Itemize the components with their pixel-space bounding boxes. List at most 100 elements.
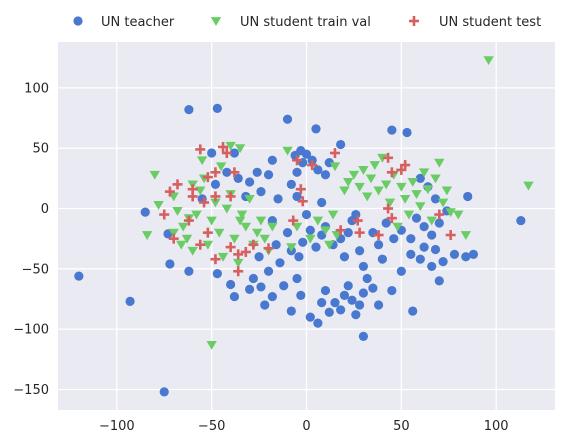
data-point xyxy=(339,252,350,262)
data-point xyxy=(445,230,456,241)
data-point xyxy=(233,173,243,183)
data-point xyxy=(222,167,232,177)
data-point xyxy=(140,207,150,217)
data-point xyxy=(415,173,425,183)
data-point xyxy=(381,218,391,228)
data-point xyxy=(317,230,327,240)
data-point xyxy=(206,216,217,226)
data-point xyxy=(343,178,354,187)
data-point xyxy=(307,160,318,171)
data-point xyxy=(229,291,240,302)
data-point xyxy=(244,194,255,204)
data-point xyxy=(229,148,240,158)
data-point xyxy=(386,213,397,224)
data-point xyxy=(125,296,135,307)
data-point xyxy=(411,213,422,223)
data-point xyxy=(427,261,437,272)
data-point xyxy=(358,331,369,341)
data-point xyxy=(248,239,259,250)
data-point xyxy=(362,192,373,202)
data-point xyxy=(172,179,183,190)
data-point xyxy=(196,156,208,166)
data-point xyxy=(260,300,270,310)
data-point xyxy=(399,194,411,204)
data-point xyxy=(434,209,445,220)
data-point xyxy=(226,279,236,290)
data-point xyxy=(210,179,221,189)
data-point xyxy=(292,191,302,202)
data-point xyxy=(358,165,369,175)
data-point xyxy=(324,307,334,317)
data-point xyxy=(263,170,274,180)
data-point xyxy=(483,56,494,66)
data-point xyxy=(320,226,331,236)
series-0 xyxy=(74,103,526,397)
data-point xyxy=(324,240,335,250)
data-point xyxy=(396,266,406,276)
data-point xyxy=(210,167,221,178)
data-point xyxy=(267,222,278,232)
data-point xyxy=(305,312,315,322)
data-point xyxy=(516,215,526,226)
data-point xyxy=(177,222,189,232)
x-tick-label: −50 xyxy=(198,419,225,434)
data-point xyxy=(240,246,251,257)
data-point xyxy=(183,215,194,226)
legend-label: UN student train val xyxy=(240,15,371,30)
data-point xyxy=(327,210,339,220)
data-point xyxy=(298,237,308,247)
data-point xyxy=(149,170,160,180)
data-point xyxy=(441,186,453,196)
y-tick-label: −100 xyxy=(13,323,49,338)
data-point xyxy=(221,204,233,214)
data-point xyxy=(252,167,262,177)
data-point xyxy=(408,306,418,316)
data-point xyxy=(368,283,378,293)
data-point xyxy=(389,234,399,244)
data-point xyxy=(168,233,179,244)
data-point xyxy=(259,234,270,244)
data-point xyxy=(184,104,194,115)
data-point xyxy=(460,231,472,240)
data-point xyxy=(275,258,285,268)
data-point xyxy=(225,191,236,202)
data-point xyxy=(187,191,198,202)
data-point xyxy=(377,254,387,264)
data-point xyxy=(288,215,299,226)
data-point xyxy=(184,266,194,276)
data-point xyxy=(330,298,340,308)
data-point xyxy=(311,242,321,252)
data-point xyxy=(419,222,429,232)
data-point xyxy=(336,305,346,315)
data-point xyxy=(279,281,289,291)
data-point xyxy=(233,249,244,260)
data-point xyxy=(351,310,361,320)
data-point xyxy=(400,160,411,171)
legend-marker xyxy=(73,16,83,26)
data-point xyxy=(305,234,316,244)
data-point xyxy=(434,158,445,168)
data-point xyxy=(418,168,430,178)
data-point xyxy=(191,210,202,220)
data-point xyxy=(210,254,221,265)
x-tick-label: 50 xyxy=(393,419,410,434)
data-point xyxy=(202,227,213,238)
data-point xyxy=(233,266,244,277)
data-point xyxy=(430,194,441,204)
data-point xyxy=(225,242,236,253)
data-point xyxy=(313,165,323,175)
data-point xyxy=(244,177,255,187)
data-point xyxy=(225,141,236,151)
data-point xyxy=(305,225,315,235)
data-point xyxy=(221,148,232,159)
y-tick-label: −50 xyxy=(22,262,49,277)
data-point xyxy=(426,216,437,226)
data-point xyxy=(336,139,346,150)
legend-label: UN teacher xyxy=(101,15,175,30)
data-point xyxy=(354,227,365,238)
data-point xyxy=(415,254,425,264)
data-point xyxy=(317,197,327,208)
x-tick-label: 0 xyxy=(302,419,310,434)
data-point xyxy=(468,249,479,259)
